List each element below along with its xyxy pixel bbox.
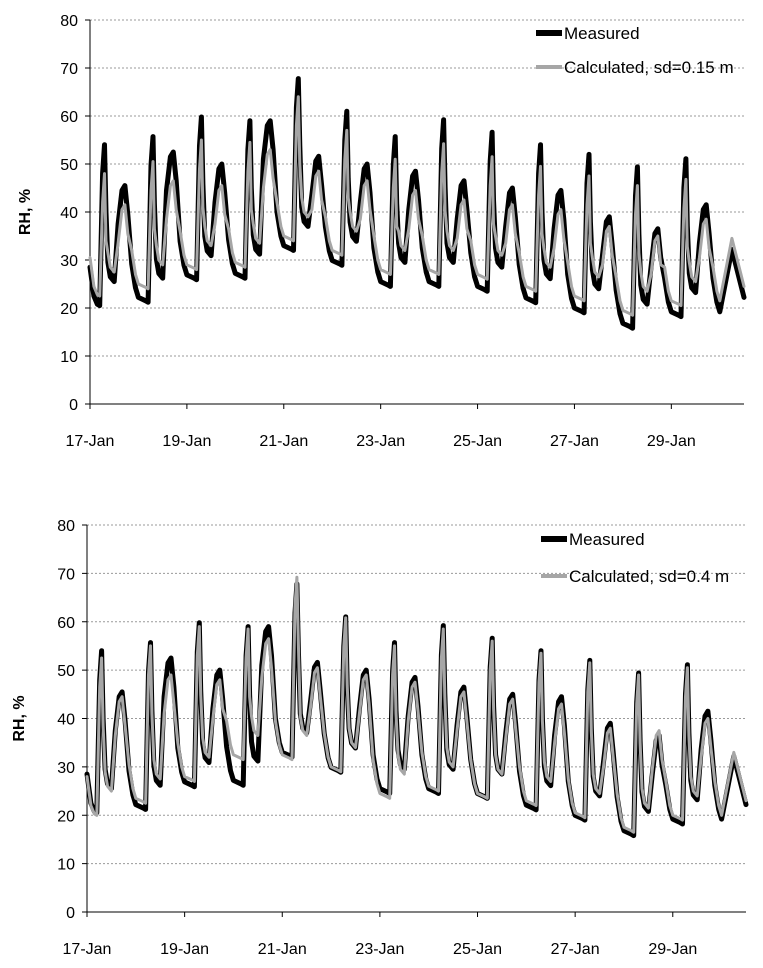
- x-tick-label: 25-Jan: [453, 941, 502, 958]
- legend-label: Calculated, sd=0.15 m: [564, 58, 734, 77]
- y-tick-label: 20: [60, 301, 78, 318]
- y-axis-label: RH, %: [17, 189, 34, 235]
- x-tick-label: 25-Jan: [453, 433, 502, 450]
- x-tick-label: 19-Jan: [162, 433, 211, 450]
- x-tick-label: 23-Jan: [356, 433, 405, 450]
- y-tick-label: 40: [60, 205, 78, 222]
- y-tick-label: 50: [57, 663, 75, 680]
- y-tick-label: 40: [57, 712, 75, 729]
- series-line-measured: [87, 76, 747, 331]
- y-tick-label: 60: [57, 615, 75, 632]
- y-tick-label: 10: [57, 857, 75, 874]
- series-line-calculated: [88, 95, 746, 317]
- y-tick-label: 80: [60, 13, 78, 30]
- legend-label: Measured: [564, 24, 640, 43]
- x-tick-label: 17-Jan: [66, 433, 115, 450]
- y-tick-label: 0: [69, 397, 78, 414]
- x-tick-label: 21-Jan: [258, 941, 307, 958]
- y-tick-label: 30: [57, 760, 75, 777]
- y-tick-label: 80: [57, 518, 75, 535]
- y-tick-label: 70: [60, 61, 78, 78]
- x-tick-label: 17-Jan: [63, 941, 112, 958]
- legend-label: Calculated, sd=0.4 m: [569, 567, 729, 586]
- x-tick-label: 27-Jan: [551, 941, 600, 958]
- x-tick-label: 29-Jan: [647, 433, 696, 450]
- x-tick-label: 23-Jan: [355, 941, 404, 958]
- y-tick-label: 50: [60, 157, 78, 174]
- legend-label: Measured: [569, 530, 645, 549]
- x-tick-label: 21-Jan: [259, 433, 308, 450]
- x-tick-label: 19-Jan: [160, 941, 209, 958]
- chart-rh-sd-04: 0 10 20 30 40 50 60 70 80 17-Jan 19-Jan 21-Jan 23-Ja…: [11, 518, 749, 958]
- chart-rh-sd-015: 0 10 20 30 40 50 60 70 80 17-Jan 19-Jan 21-Jan 23-Ja…: [17, 13, 747, 450]
- y-tick-label: 30: [60, 253, 78, 270]
- y-tick-label: 10: [60, 349, 78, 366]
- x-tick-label: 29-Jan: [648, 941, 697, 958]
- series-line-calculated: [85, 575, 748, 834]
- y-tick-label: 70: [57, 566, 75, 583]
- y-tick-label: 60: [60, 109, 78, 126]
- y-axis-label: RH, %: [11, 695, 28, 741]
- x-tick-label: 27-Jan: [550, 433, 599, 450]
- y-tick-label: 0: [66, 905, 75, 922]
- y-tick-label: 20: [57, 808, 75, 825]
